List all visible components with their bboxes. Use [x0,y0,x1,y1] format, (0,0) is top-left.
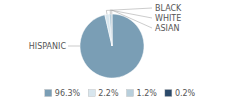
legend-label: 2.2% [98,89,119,98]
pie-slice [80,14,144,78]
slices [80,14,144,78]
legend-swatch [165,90,172,97]
slice-label: ASIAN [155,24,179,33]
chart: HISPANIC BLACKWHITEASIAN 96.3% 2.2% 1.2% 0.2% [0,0,240,100]
pie-slice [111,14,112,46]
legend-swatch [45,90,52,97]
legend-label: 0.2% [175,89,196,98]
leader-line [110,10,152,18]
pie-slice [105,14,112,46]
slice-labels: HISPANIC BLACKWHITEASIAN [29,4,182,51]
legend-label: 1.2% [137,89,158,98]
legend-swatch [88,90,95,97]
leader-line [112,10,152,28]
legend-label: 96.3% [55,89,81,98]
legend: 96.3% 2.2% 1.2% 0.2% [45,89,196,98]
slice-label: WHITE [155,14,181,23]
slice-label: HISPANIC [29,42,67,51]
legend-swatch [127,90,134,97]
slice-label: BLACK [155,4,182,13]
leader-line [68,46,80,47]
pie-slice [109,14,112,46]
